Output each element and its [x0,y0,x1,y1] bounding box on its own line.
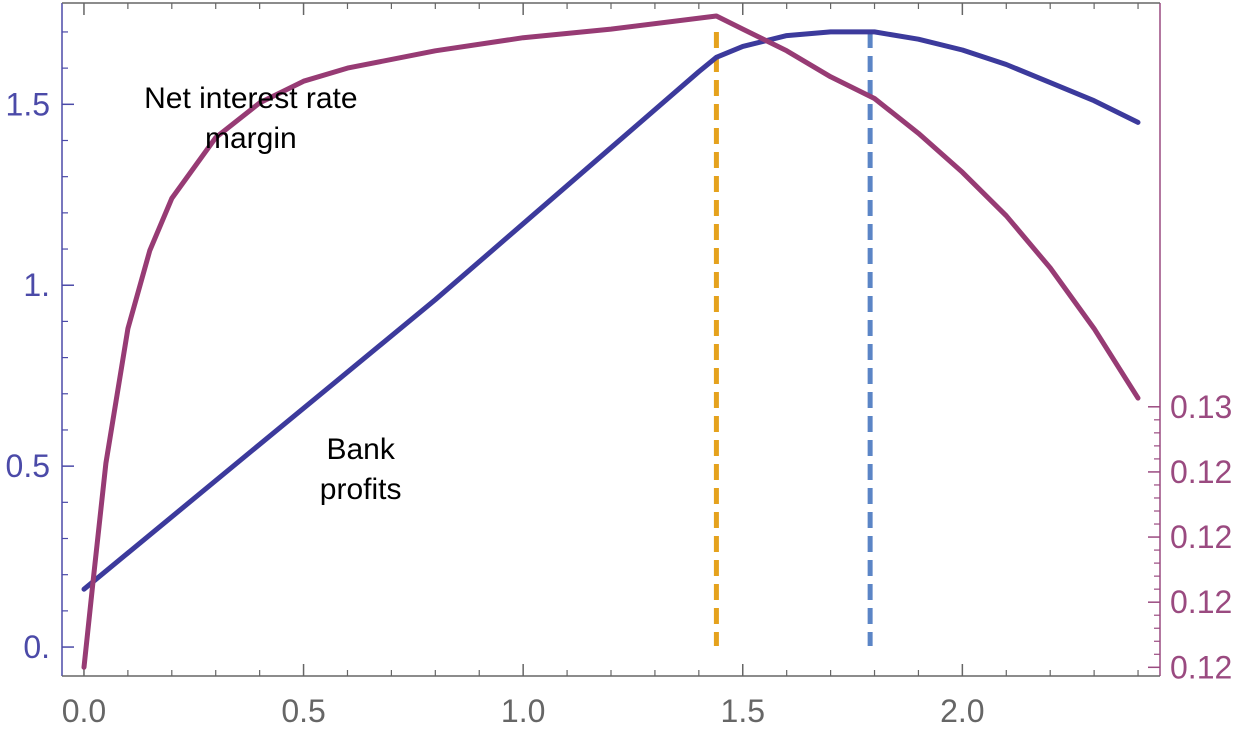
y-right-tick-label: 0.13 [1170,389,1232,425]
y-right-tick-label: 0.12 [1170,519,1232,555]
y-right-tick-label: 0.12 [1170,649,1232,685]
y-left-tick-label: 1. [23,267,50,303]
x-tick-label: 1.5 [721,693,765,729]
y-left-tick-label: 0.5 [6,448,50,484]
x-tick-label: 1.0 [501,693,545,729]
net-interest-margin-line [81,13,1141,670]
annotations: Net interest rate margin Bank profits [144,82,401,506]
annotation-bank-profits-line-1: Bank [326,433,395,466]
bank-profits-line [81,29,1141,592]
series-lines [81,13,1141,670]
y-right-tick-label: 0.12 [1170,584,1232,620]
y-right-tick-label: 0.12 [1170,454,1232,490]
y-left-tick-label: 0. [23,629,50,665]
x-tick-label: 0.0 [62,693,106,729]
vertical-reference-lines [713,32,873,646]
axes: 0.0 0.5 1.0 1.5 2.0 0. 0.5 1. 1.5 0.12 0.12 0.12 0.1… [6,2,1232,729]
x-tick-label: 2.0 [940,693,984,729]
annotation-bank-profits-line-2: profits [320,473,402,506]
annotation-net-interest-line-2: margin [205,122,297,155]
x-tick-label: 0.5 [281,693,325,729]
annotation-net-interest-line-1: Net interest rate [144,82,357,115]
y-left-tick-label: 1.5 [6,86,50,122]
